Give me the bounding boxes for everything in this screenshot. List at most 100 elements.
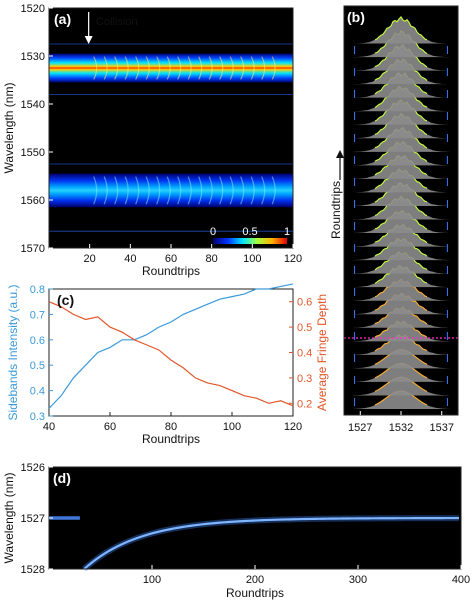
a-y-tick-label: 1530 (21, 51, 45, 63)
d-y-tick-label: 1527 (21, 513, 45, 525)
spectrum-trace (353, 99, 449, 125)
c-left-tick-label: 0.6 (30, 335, 45, 347)
fringe-mark (103, 56, 108, 80)
panel-b: 1527 1532 1537 (b) Roundtrips (329, 5, 459, 434)
c-right-tick-label: 0.6 (297, 297, 312, 309)
panel-a-label: (a) (54, 11, 71, 27)
a-y-tick-label: 1520 (21, 3, 45, 15)
colorbar-tick-label: 1 (284, 226, 290, 238)
panel-c-plot-area (48, 288, 294, 417)
fringe-mark (240, 56, 245, 80)
c-right-tick-label: 0.4 (297, 348, 312, 360)
fringe-mark (93, 176, 98, 205)
a-x-tick-label: 120 (284, 253, 302, 265)
spectrum-trace (353, 127, 449, 152)
a-y-tick-label: 1550 (21, 147, 45, 159)
collision-annotation: Collision (96, 16, 138, 28)
d-x-tick-label: 400 (452, 574, 470, 586)
d-x-tick-label: 300 (349, 574, 367, 586)
c-x-axis-label: Roundtrips (142, 432, 200, 446)
d-x-tick-label: 200 (246, 574, 264, 586)
spectrum-trace (353, 113, 449, 139)
a-x-tick-label: 20 (84, 253, 96, 265)
panel-b-roundtrips-label: Roundtrips (329, 181, 343, 239)
fringe-mark (103, 176, 108, 205)
a-y-axis-label: Wavelength (nm) (2, 83, 16, 174)
spectrum-trace (353, 183, 449, 206)
spectrum-trace (353, 210, 449, 234)
c-left-tick-label: 0.8 (30, 284, 45, 296)
fringe-mark (187, 56, 192, 80)
a-x-tick-label: 60 (165, 253, 177, 265)
roundtrips-arrow-head (336, 150, 344, 158)
fringe-mark (93, 56, 98, 80)
panel-b-label: (b) (347, 9, 365, 25)
spectrum-trace (353, 279, 449, 301)
a-x-tick-label: 100 (243, 253, 261, 265)
collision-arrow-head (84, 36, 93, 44)
b-x-tick-label: 1527 (348, 422, 372, 434)
panel-d: 100 200 300 400 1526 1527 1528 Roundtrips Wavele… (2, 462, 470, 600)
fringe-mark (261, 56, 266, 80)
c-right-tick-label: 0.2 (297, 398, 312, 410)
spectrum-trace (353, 141, 449, 166)
spectrum-trace (353, 155, 449, 179)
fringe-mark (219, 56, 224, 80)
fringe-mark (177, 176, 182, 205)
d-y-tick-label: 1528 (21, 564, 45, 576)
a-x-tick-label: 40 (124, 253, 136, 265)
c-x-tick-label: 120 (284, 421, 302, 433)
panel-c-label: (c) (57, 292, 74, 308)
c-x-tick-label: 60 (104, 421, 116, 433)
c-right-tick-label: 0.5 (297, 322, 312, 334)
fringe-mark (124, 56, 129, 80)
fringe-mark (219, 176, 224, 205)
fringe-mark (156, 176, 161, 205)
a-x-axis-label: Roundtrips (142, 264, 200, 278)
c-left-tick-label: 0.7 (30, 309, 45, 321)
fringe-mark (187, 176, 192, 205)
panel-a: 20 40 60 80 100 120 1520 1530 1540 1550 1560 1570 Ro… (2, 3, 302, 278)
c-right-tick-label: 0.3 (297, 373, 312, 385)
fringe-mark (135, 56, 140, 80)
d-y-tick-label: 1526 (21, 462, 45, 474)
panel-d-label: (d) (53, 470, 71, 486)
fringe-mark (114, 56, 119, 80)
fringe-depth-line (48, 301, 294, 407)
c-left-tick-label: 0.3 (30, 411, 45, 423)
fringe-mark (250, 56, 255, 80)
spectrum-trace (353, 196, 449, 220)
fringe-mark (166, 176, 171, 205)
b-x-tick-label: 1532 (389, 422, 413, 434)
fringe-mark (208, 56, 213, 80)
d-y-axis-label: Wavelength (nm) (2, 473, 16, 564)
colorbar-tick-label: 0 (210, 226, 216, 238)
fringe-mark (198, 56, 203, 80)
d-x-tick-label: 100 (143, 574, 161, 586)
spectrum-trace (353, 31, 449, 58)
fringe-mark (271, 176, 276, 205)
a-y-tick-label: 1560 (21, 195, 45, 207)
c-x-tick-label: 80 (165, 421, 177, 433)
fringe-mark (261, 176, 266, 205)
c-right-axis-label: Average Fringe Depth (315, 294, 329, 411)
fringe-mark (145, 56, 150, 80)
c-left-tick-label: 0.5 (30, 360, 45, 372)
fringe-mark (240, 176, 245, 205)
fringe-mark (229, 176, 234, 205)
colorbar-tick-label: 0.5 (242, 226, 257, 238)
b-x-tick-label: 1537 (429, 422, 453, 434)
c-x-tick-label: 100 (223, 421, 241, 433)
fringe-mark (177, 56, 182, 80)
a-y-tick-label: 1540 (21, 99, 45, 111)
spectrum-trace (353, 44, 449, 71)
spectrum-trace (353, 59, 449, 85)
a-x-tick-label: 80 (206, 253, 218, 265)
panel-c: 40 60 80 100 120 0.3 0.4 0.5 0.6 0.7 0.8 0.2 0.3 0.4 0… (6, 283, 329, 446)
sidebands-intensity-line (48, 283, 294, 409)
fringe-mark (156, 56, 161, 80)
main-trace (83, 516, 459, 571)
spectrum-trace (353, 265, 449, 288)
band-2 (49, 173, 293, 208)
